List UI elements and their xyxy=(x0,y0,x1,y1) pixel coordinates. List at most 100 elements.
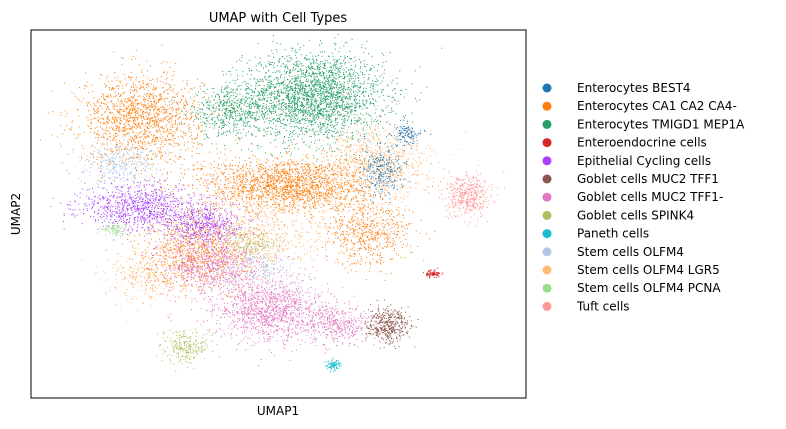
point xyxy=(229,130,231,132)
point xyxy=(317,175,319,177)
point xyxy=(293,169,295,171)
point xyxy=(312,95,314,97)
point xyxy=(281,109,283,111)
point xyxy=(327,120,329,122)
point xyxy=(134,99,136,101)
point xyxy=(329,109,331,111)
point xyxy=(284,70,286,72)
point xyxy=(214,123,216,125)
point xyxy=(301,138,303,140)
point xyxy=(285,151,287,153)
point xyxy=(293,133,295,135)
point xyxy=(265,78,267,80)
point xyxy=(270,93,272,95)
point xyxy=(362,71,364,73)
point xyxy=(281,103,282,105)
point xyxy=(349,72,351,74)
point xyxy=(303,99,305,101)
point xyxy=(368,78,370,80)
point xyxy=(146,157,148,159)
point xyxy=(370,209,371,211)
point xyxy=(357,119,359,121)
point xyxy=(339,92,341,94)
point xyxy=(60,111,62,113)
point xyxy=(147,93,149,95)
point xyxy=(191,88,193,90)
point xyxy=(151,174,153,176)
point xyxy=(278,108,280,110)
point xyxy=(144,129,146,131)
point xyxy=(193,107,195,108)
point xyxy=(332,96,334,98)
point xyxy=(365,133,367,135)
point xyxy=(328,79,329,81)
point xyxy=(225,131,227,133)
point xyxy=(236,180,238,182)
point xyxy=(255,104,257,106)
point xyxy=(126,117,128,119)
point xyxy=(242,186,244,188)
point xyxy=(306,128,308,129)
point xyxy=(315,87,317,89)
point xyxy=(276,77,278,79)
point xyxy=(149,92,151,94)
point xyxy=(246,163,248,165)
point xyxy=(311,92,312,93)
point xyxy=(142,112,144,113)
point xyxy=(319,113,321,115)
point xyxy=(285,103,287,105)
point xyxy=(333,100,335,102)
point xyxy=(240,108,242,110)
point xyxy=(150,131,151,133)
point xyxy=(117,109,119,111)
point xyxy=(149,126,151,128)
point xyxy=(235,89,237,91)
point xyxy=(184,169,186,171)
point xyxy=(116,103,118,105)
point xyxy=(213,106,215,108)
point xyxy=(256,95,258,97)
point xyxy=(268,108,270,110)
point xyxy=(186,102,187,104)
point xyxy=(203,117,204,119)
point xyxy=(279,117,280,119)
point xyxy=(136,156,138,158)
point xyxy=(300,131,302,133)
point xyxy=(313,94,315,96)
point xyxy=(362,74,364,76)
point xyxy=(90,127,92,129)
point xyxy=(175,108,177,110)
point xyxy=(126,101,128,102)
point xyxy=(233,176,235,178)
point xyxy=(122,129,124,131)
point xyxy=(156,155,158,157)
point xyxy=(288,137,290,139)
point xyxy=(155,154,157,156)
point xyxy=(363,165,365,167)
point xyxy=(121,102,123,103)
point xyxy=(130,141,132,142)
point xyxy=(141,69,143,71)
point xyxy=(291,190,293,192)
point xyxy=(160,143,162,145)
point xyxy=(322,67,324,69)
point xyxy=(228,130,230,132)
point xyxy=(149,96,151,98)
point xyxy=(299,179,301,181)
point xyxy=(201,144,203,146)
point xyxy=(125,107,127,109)
point xyxy=(153,101,155,103)
point xyxy=(183,144,185,146)
point xyxy=(115,133,117,135)
point xyxy=(284,115,286,117)
point xyxy=(265,118,267,120)
point xyxy=(316,85,318,87)
point xyxy=(226,91,227,93)
point xyxy=(327,116,329,118)
point xyxy=(100,105,102,107)
point xyxy=(306,98,307,100)
point xyxy=(229,82,231,84)
point xyxy=(179,123,181,125)
point xyxy=(313,131,315,133)
point xyxy=(372,98,374,100)
